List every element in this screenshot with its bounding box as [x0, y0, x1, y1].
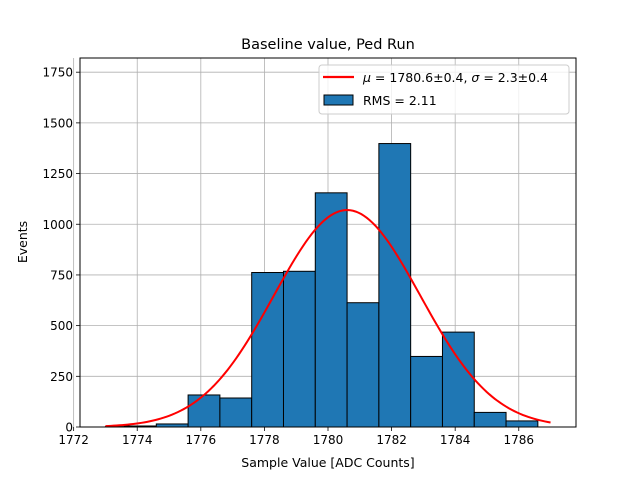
- legend-mu-symbol: μ: [362, 70, 371, 85]
- x-tick-label: 1782: [376, 433, 407, 447]
- histogram-bars: [104, 143, 539, 428]
- legend-box: [318, 64, 570, 115]
- y-tick-label: 1250: [42, 167, 73, 181]
- legend-fit-label: μ = 1780.6±0.4, σ = 2.3±0.4: [362, 70, 548, 85]
- gaussian-fit-line: [105, 209, 551, 428]
- legend-mu-value: = 1780.6±0.4,: [371, 70, 471, 85]
- y-tick-label: 0: [65, 421, 73, 435]
- y-tick-label: 250: [50, 370, 73, 384]
- histogram-bar: [473, 411, 507, 428]
- y-axis-label: Events: [15, 221, 30, 263]
- x-tick-label: 1780: [313, 433, 344, 447]
- histogram-bar: [505, 420, 539, 428]
- y-tick-label: 1500: [42, 116, 73, 130]
- x-axis-ticks: 1772 1774 1776 1778 1780 1782 1784 1786: [58, 427, 534, 447]
- y-tick-label: 1000: [42, 218, 73, 232]
- histogram-bar: [410, 355, 443, 428]
- x-tick-label: 1778: [249, 433, 280, 447]
- histogram-bar: [346, 302, 380, 428]
- x-tick-label: 1772: [58, 433, 89, 447]
- histogram-bar: [314, 192, 348, 428]
- x-tick-label: 1786: [503, 433, 534, 447]
- legend: μ = 1780.6±0.4, σ = 2.3±0.4 RMS = 2.11: [318, 64, 570, 115]
- histogram-bar: [251, 272, 284, 428]
- legend-histogram-label: RMS = 2.11: [363, 93, 437, 108]
- legend-histogram-swatch: [323, 94, 354, 106]
- chart-title: Baseline value, Ped Run: [241, 37, 415, 53]
- histogram-bar: [219, 397, 253, 428]
- y-axis-ticks: 0 250 500 750 1000 1250 1500 1750: [42, 66, 80, 435]
- histogram-bar: [282, 270, 316, 428]
- x-tick-label: 1784: [440, 433, 471, 447]
- legend-sigma-value: = 2.3±0.4: [479, 70, 548, 85]
- x-axis-label: Sample Value [ADC Counts]: [241, 455, 414, 470]
- histogram-bar: [187, 394, 221, 428]
- x-tick-label: 1774: [122, 433, 153, 447]
- y-tick-label: 750: [50, 268, 73, 282]
- y-tick-label: 500: [50, 319, 73, 333]
- histogram-bar: [441, 331, 475, 428]
- histogram-bar: [378, 143, 412, 428]
- x-tick-label: 1776: [186, 433, 217, 447]
- y-tick-label: 1750: [42, 66, 73, 80]
- legend-sigma-symbol: σ: [471, 70, 480, 85]
